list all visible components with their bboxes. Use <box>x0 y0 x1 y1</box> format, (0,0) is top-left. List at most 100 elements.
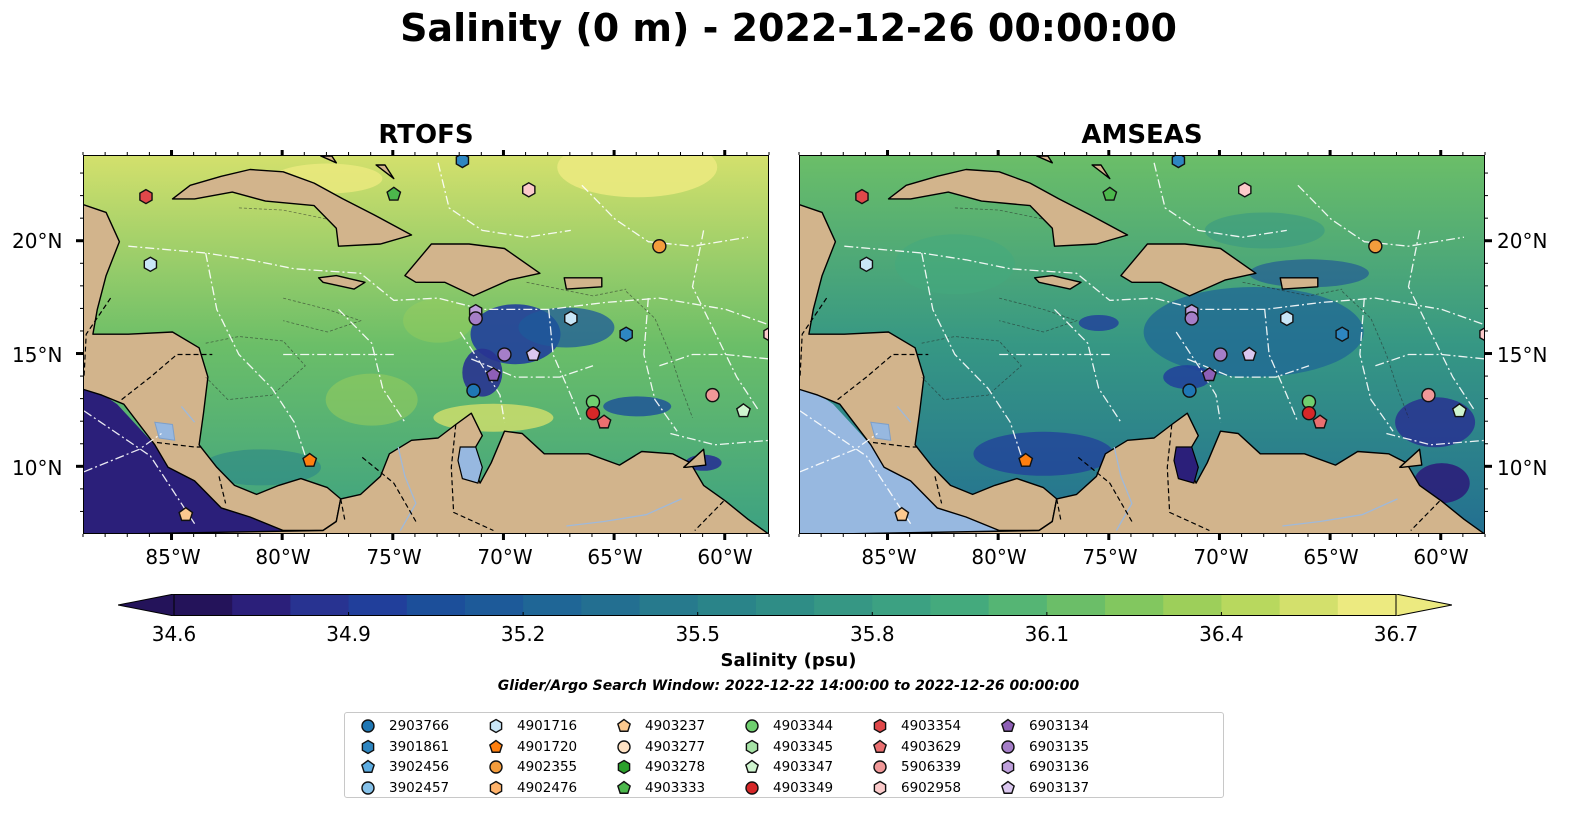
legend-label: 4903237 <box>645 718 706 734</box>
platform-marker-6902958 <box>1238 182 1252 198</box>
colorbar-tick-label: 34.9 <box>326 622 371 646</box>
x-tick-label: 60°W <box>1413 545 1469 569</box>
x-tick-label: 80°W <box>255 545 311 569</box>
colorbar-bin <box>988 594 1048 616</box>
legend-marker <box>489 760 503 774</box>
platform-marker-4903349 <box>585 405 601 421</box>
legend-item-5906339: 5906339 <box>871 757 961 777</box>
colorbar-bin <box>232 594 291 616</box>
rivers <box>180 405 682 531</box>
platform-marker-6903137 <box>1241 346 1257 361</box>
platform-legend: 2903766 3901861 3902456 3902457 4901716 49017… <box>344 712 1224 798</box>
legend-item-4903354: 4903354 <box>871 716 961 736</box>
colorbar-bin <box>523 594 582 616</box>
map-panel-amseas <box>799 155 1485 534</box>
colorbar-tick-label: 35.5 <box>675 622 720 646</box>
hexagon-marker-icon <box>489 780 503 795</box>
x-tick-label: 75°W <box>366 545 422 569</box>
legend-item-4902476: 4902476 <box>487 778 577 798</box>
pentagon-marker-icon <box>1001 718 1015 732</box>
x-tick-label: 85°W <box>861 545 917 569</box>
circle-marker-icon <box>361 719 375 733</box>
platform-marker-4903237 <box>178 506 194 522</box>
legend-item-6903137: 6903137 <box>999 778 1089 798</box>
platform-marker-4901716 <box>859 256 874 273</box>
pacific-ocean <box>84 381 284 533</box>
amseas-salinity-map <box>800 156 1484 533</box>
platform-marker-2903766 <box>1182 383 1197 398</box>
platform-marker-4901716 <box>1280 310 1294 327</box>
colorbar-bin <box>930 594 990 616</box>
legend-label: 3902456 <box>389 759 450 775</box>
colorbar-tick-label: 34.6 <box>151 622 197 646</box>
panel-title-amseas: AMSEAS <box>1081 120 1203 150</box>
legend-item-4901716: 4901716 <box>487 716 577 736</box>
legend-item-4903278: 4903278 <box>615 757 705 777</box>
colorbar-bin <box>697 594 757 616</box>
search-window-text: Glider/Argo Search Window: 2022-12-22 14… <box>497 678 1080 694</box>
figure-title: Salinity (0 m) - 2022-12-26 00:00:00 <box>400 6 1177 50</box>
colorbar-bin <box>348 594 408 616</box>
pentagon-marker-icon <box>617 718 631 732</box>
legend-label: 5906339 <box>901 759 962 775</box>
legend-marker <box>1001 718 1015 732</box>
legend-label: 4903345 <box>773 738 834 755</box>
platform-marker-4901716 <box>143 256 158 273</box>
legend-label: 4901716 <box>517 718 578 734</box>
hexagon-marker-icon <box>873 780 887 795</box>
legend-marker <box>361 780 375 795</box>
country-borders <box>800 297 1440 532</box>
colorbar-bin <box>639 594 699 616</box>
colorbar-bin <box>1163 594 1223 616</box>
legend-marker <box>873 780 887 795</box>
circle-marker-icon <box>1001 739 1015 754</box>
legend-label: 6903134 <box>1029 718 1090 734</box>
legend-marker <box>617 759 631 775</box>
y-tick-label-left: 15°N <box>12 343 63 367</box>
eez-boundaries <box>800 162 1484 525</box>
legend-marker <box>617 780 631 794</box>
legend-label: 3901861 <box>389 738 450 755</box>
platform-marker-4901720 <box>1018 452 1034 467</box>
lake-maracaibo <box>457 446 483 484</box>
pentagon-marker-icon <box>617 780 631 794</box>
colorbar-bin <box>1337 594 1397 616</box>
legend-marker <box>745 759 759 773</box>
colorbar-bin <box>174 594 233 616</box>
y-tick-label-right: 10°N <box>1497 456 1548 480</box>
country-borders <box>84 297 724 532</box>
legend-marker <box>745 719 759 733</box>
platform-marker-4903347 <box>735 403 751 418</box>
platform-marker-5906339 <box>705 387 720 403</box>
legend-label: 4903278 <box>645 759 706 775</box>
pacific-ocean <box>800 381 1000 533</box>
pentagon-marker-icon <box>745 759 759 773</box>
legend-item-4903344: 4903344 <box>743 716 833 736</box>
legend-item-4903277: 4903277 <box>615 737 705 757</box>
legend-item-4903345: 4903345 <box>743 737 833 757</box>
colorbar-extend-low <box>117 593 175 617</box>
circle-marker-icon <box>617 739 631 754</box>
platform-marker-5906339 <box>1421 387 1436 403</box>
platform-marker-4902355 <box>1368 239 1383 254</box>
colorbar-tick-label: 36.1 <box>1024 622 1070 646</box>
legend-marker <box>489 739 503 753</box>
y-tick-label-left: 20°N <box>12 229 63 253</box>
legend-label: 4903629 <box>901 738 962 755</box>
platform-marker-4901716 <box>564 310 578 327</box>
legend-item-6903134: 6903134 <box>999 716 1089 736</box>
circle-marker-icon <box>361 780 375 795</box>
circle-marker-icon <box>873 760 887 774</box>
legend-label: 6903135 <box>1029 738 1090 755</box>
salinity-field <box>894 212 1476 504</box>
platform-marker-6902958 <box>522 182 536 198</box>
platform-marker-6903137 <box>525 346 541 361</box>
legend-marker <box>489 718 503 734</box>
colorbar-bin <box>755 594 815 616</box>
colorbar-tick-label: 36.4 <box>1199 622 1244 646</box>
platform-marker-4903629 <box>596 414 612 429</box>
hexagon-marker-icon <box>873 718 887 734</box>
colorbar-bin <box>1046 594 1106 616</box>
legend-label: 4901720 <box>517 738 578 755</box>
